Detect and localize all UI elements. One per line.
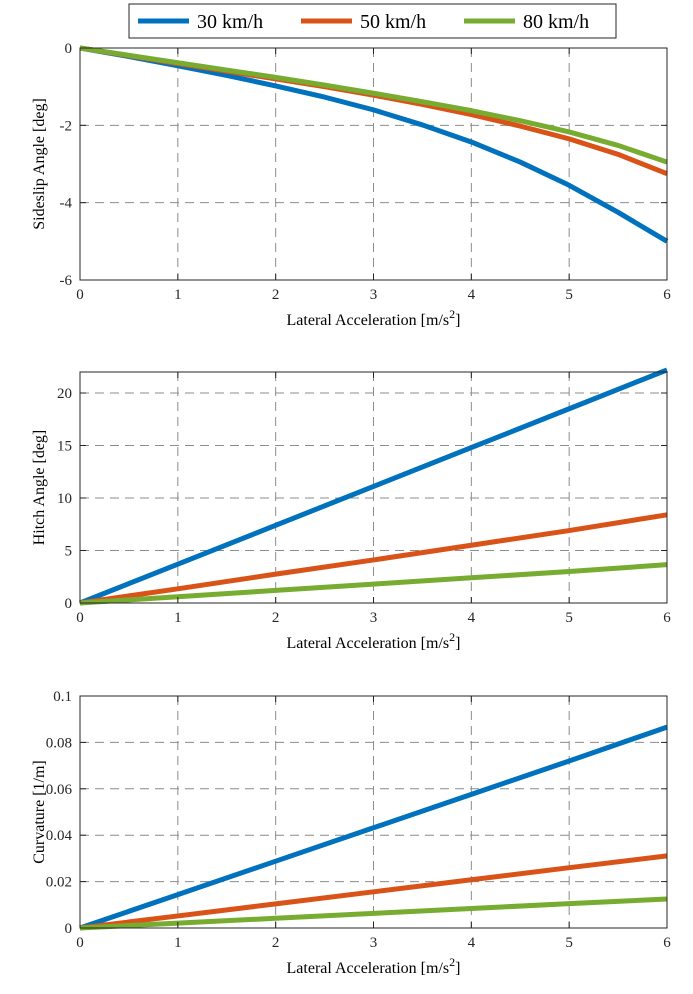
legend: 30 km/h 50 km/h 80 km/h bbox=[128, 3, 617, 39]
x-tick-label: 4 bbox=[468, 935, 476, 951]
y-tick-label: -2 bbox=[60, 118, 73, 134]
y-tick-label: 5 bbox=[65, 544, 73, 560]
x-tick-label: 2 bbox=[272, 935, 280, 951]
x-tick-label: 6 bbox=[663, 935, 671, 951]
series-line-1 bbox=[79, 367, 668, 606]
x-axis-label: Lateral Acceleration [m/s2] bbox=[287, 955, 461, 977]
x-axis-label-superscript: 2 bbox=[449, 630, 455, 644]
x-tick-label: 1 bbox=[174, 935, 182, 951]
y-axis-label: Sideslip Angle [deg] bbox=[31, 98, 48, 230]
x-tick-label: 5 bbox=[565, 610, 573, 626]
x-axis-label-main: Lateral Acceleration [m/s bbox=[287, 635, 450, 652]
chart-panel-2: 0 1 2 3 4 5 6 0 5 10 15 20 Lateral Acceleration [m/s… bbox=[31, 367, 671, 652]
x-tick-label: 1 bbox=[174, 610, 182, 626]
y-tick-label: 15 bbox=[57, 439, 72, 455]
legend-label: 30 km/h bbox=[197, 11, 263, 33]
y-tick-label: 0 bbox=[65, 921, 73, 937]
x-tick-label: 6 bbox=[663, 287, 671, 303]
y-tick-label: 0 bbox=[65, 41, 73, 57]
y-tick-label: 0 bbox=[65, 596, 73, 612]
series-line-1 bbox=[79, 724, 668, 931]
x-tick-label: 5 bbox=[565, 287, 573, 303]
x-axis-label: Lateral Acceleration [m/s2] bbox=[287, 307, 461, 329]
x-axis-label-end: ] bbox=[455, 635, 460, 652]
x-tick-label: 3 bbox=[370, 935, 378, 951]
y-tick-label: -4 bbox=[60, 196, 73, 212]
series-line-3 bbox=[79, 45, 668, 165]
x-tick-label: 4 bbox=[468, 610, 476, 626]
y-tick-label: 20 bbox=[57, 386, 72, 402]
x-tick-label: 2 bbox=[272, 610, 280, 626]
y-tick-label: 0.06 bbox=[46, 782, 73, 798]
x-tick-label: 3 bbox=[370, 610, 378, 626]
y-tick-label: 0.1 bbox=[53, 689, 72, 705]
series-line-2 bbox=[79, 512, 668, 606]
legend-box bbox=[128, 3, 617, 39]
series-line-3 bbox=[79, 562, 668, 606]
x-tick-label: 0 bbox=[76, 610, 84, 626]
x-tick-label: 4 bbox=[468, 287, 476, 303]
x-tick-label: 6 bbox=[663, 610, 671, 626]
x-tick-label: 1 bbox=[174, 287, 182, 303]
x-tick-label: 5 bbox=[565, 935, 573, 951]
x-tick-label: 0 bbox=[76, 935, 84, 951]
x-axis-label-main: Lateral Acceleration [m/s bbox=[287, 960, 450, 977]
x-axis-label-superscript: 2 bbox=[449, 307, 455, 321]
y-tick-label: 10 bbox=[57, 491, 72, 507]
legend-label: 50 km/h bbox=[360, 11, 426, 33]
x-axis-label-end: ] bbox=[455, 960, 460, 977]
x-axis-label-end: ] bbox=[455, 312, 460, 329]
y-axis-label: Hitch Angle [deg] bbox=[31, 430, 48, 546]
legend-label: 80 km/h bbox=[523, 11, 589, 33]
x-tick-label: 3 bbox=[370, 287, 378, 303]
series-line-2 bbox=[79, 853, 668, 931]
x-axis-label: Lateral Acceleration [m/s2] bbox=[287, 630, 461, 652]
x-tick-label: 2 bbox=[272, 287, 280, 303]
y-tick-label: 0.02 bbox=[46, 875, 72, 891]
y-axis-label: Curvature [1/m] bbox=[31, 760, 48, 864]
y-tick-label: -6 bbox=[60, 273, 73, 289]
chart-panel-3: 0 1 2 3 4 5 6 0 0.02 0.04 0.06 0.08 0.1 Lateral Accel… bbox=[31, 689, 671, 977]
y-tick-label: 0.04 bbox=[46, 828, 73, 844]
x-axis-label-superscript: 2 bbox=[449, 955, 455, 969]
x-axis-label-main: Lateral Acceleration [m/s bbox=[287, 312, 450, 329]
y-tick-label: 0.08 bbox=[46, 735, 72, 751]
x-tick-label: 0 bbox=[76, 287, 84, 303]
